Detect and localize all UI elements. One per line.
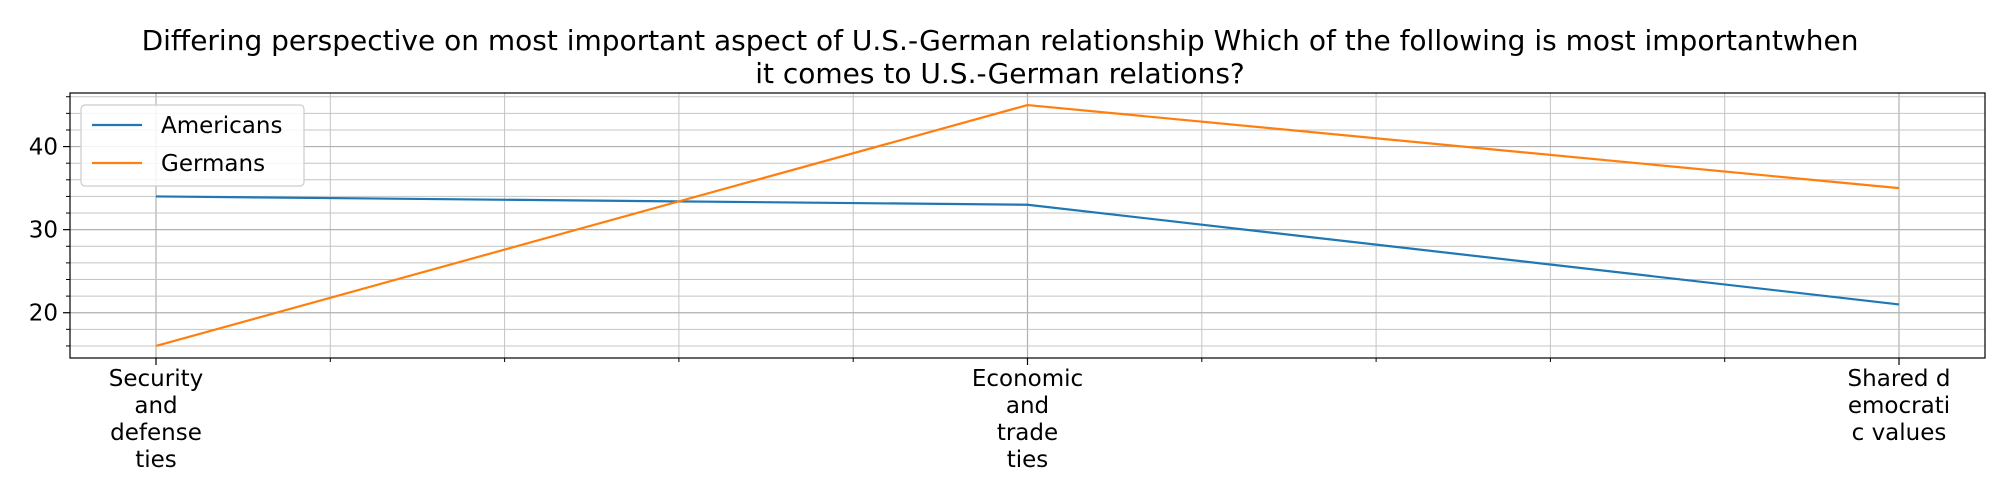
chart-title-line: Differing perspective on most important … <box>142 24 1859 57</box>
legend: Americans Germans <box>80 104 305 187</box>
series-lines <box>155 103 1900 348</box>
grid <box>70 93 1985 358</box>
y-tick-label: 30 <box>29 218 58 244</box>
x-tick-label: emocrati <box>1848 393 1950 419</box>
y-axis-ticks: 20 30 40 <box>29 96 70 347</box>
x-tick-label: and <box>134 393 177 419</box>
x-tick-label: Security <box>109 366 203 392</box>
chart-title-line: it comes to U.S.-German relations? <box>755 57 1245 90</box>
x-tick-label: and <box>1006 393 1049 419</box>
x-tick-label: Shared d <box>1848 366 1951 392</box>
x-tick-label: ties <box>135 447 177 473</box>
series-line-germans <box>155 103 1900 348</box>
x-tick-label: trade <box>997 420 1058 446</box>
x-tick-label: Economic <box>972 366 1083 392</box>
series-line-americans <box>155 195 1900 306</box>
chart-title: Differing perspective on most important … <box>142 24 1859 90</box>
x-tick-label: c values <box>1852 420 1947 446</box>
x-tick-label: defense <box>110 420 202 446</box>
y-tick-label: 20 <box>29 301 58 327</box>
x-tick-label: ties <box>1007 447 1049 473</box>
y-tick-label: 40 <box>29 135 58 161</box>
x-axis-ticks: SecurityanddefensetiesEconomicandtradeti… <box>109 358 1951 473</box>
legend-label-germans: Germans <box>161 151 265 177</box>
legend-label-americans: Americans <box>161 113 282 139</box>
